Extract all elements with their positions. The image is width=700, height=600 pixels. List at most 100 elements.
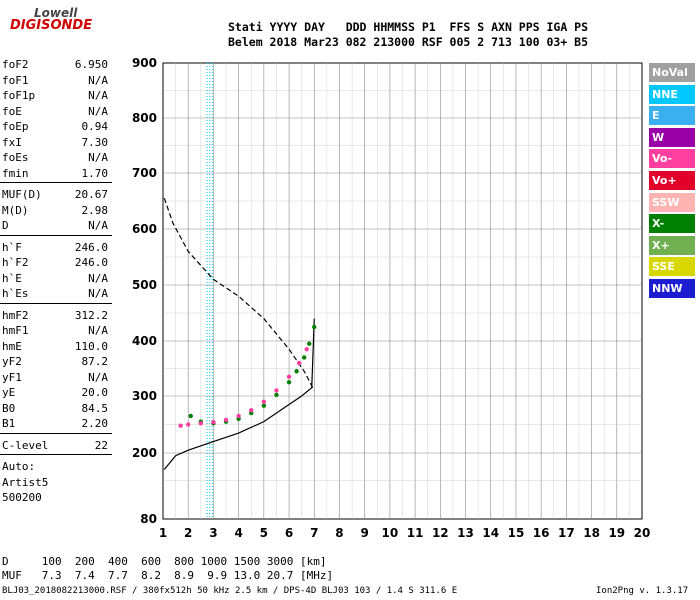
auto-info-line: 500200 <box>2 491 42 504</box>
y-tick-label: 600 <box>132 222 157 236</box>
trace-point-x <box>261 403 267 408</box>
param-name: MUF(D) <box>2 188 42 201</box>
auto-info-line: Auto: <box>2 460 36 473</box>
x-tick-label: 12 <box>432 526 449 540</box>
param-value: 246.0 <box>74 256 108 269</box>
param-fof2: foF2 6.950 <box>2 58 108 71</box>
param-name: hmE <box>2 339 22 353</box>
param-name: foF1p <box>2 89 36 102</box>
y-tick-label: 500 <box>132 278 157 292</box>
trace-point-vo <box>211 420 216 425</box>
y-tick-label: 300 <box>132 389 157 403</box>
trace-point-vo <box>249 408 254 413</box>
legend-item-sse: SSE <box>649 257 695 277</box>
param-he: h`E N/A <box>2 272 108 285</box>
x-tick-label: 1 <box>159 526 167 540</box>
param-yf1: yF1 N/A <box>2 371 108 384</box>
x-tick-label: 7 <box>310 526 318 540</box>
param-value: 87.2 <box>81 355 109 368</box>
param-value: 0.94 <box>81 120 109 133</box>
param-value: N/A <box>88 324 108 337</box>
param-foes: foEs N/A <box>2 151 108 164</box>
y-tick-label: 900 <box>132 56 157 70</box>
x-tick-label: 4 <box>234 526 242 540</box>
param-value: 2.98 <box>81 203 109 217</box>
param-value: N/A <box>88 370 108 384</box>
param-value: N/A <box>88 89 108 102</box>
trace-point-vo <box>198 421 204 426</box>
param-fof1: foF1 N/A <box>2 74 108 87</box>
trace-point-x <box>312 324 317 330</box>
param-hf2: h`F2 246.0 <box>2 256 108 269</box>
param-b0: B0 84.5 <box>2 402 108 415</box>
param-name: foEs <box>2 151 29 164</box>
param-name: B1 <box>2 417 16 430</box>
legend-item-nnw: NNW <box>649 279 695 298</box>
param-name: M(D) <box>2 203 29 217</box>
param-name: yF1 <box>2 370 22 384</box>
param-hmf2: hmF2 312.2 <box>2 309 108 322</box>
x-tick-label: 16 <box>533 526 550 540</box>
param-name: hmF1 <box>2 324 29 337</box>
x-tick-label: 18 <box>583 526 600 540</box>
param-name: hmF2 <box>2 308 29 322</box>
param-hes: h`Es N/A <box>2 287 108 300</box>
trace-point-x <box>307 341 312 346</box>
y-tick-label: 800 <box>132 111 157 125</box>
param-name: B0 <box>2 401 16 415</box>
x-tick-label: 9 <box>361 526 369 540</box>
header-values: Belem 2018 Mar23 082 213000 RSF 005 2 71… <box>228 35 589 49</box>
param-yf2: yF2 87.2 <box>2 355 108 368</box>
param-fxi: fxI 7.30 <box>2 136 108 149</box>
header-labels: Stati YYYY DAY DDD HHMMSS P1 FFS S AXN P… <box>228 20 589 34</box>
legend-item-e: E <box>649 106 695 126</box>
param-name: h`Es <box>2 287 29 300</box>
trace-point-x <box>301 355 307 360</box>
param-ye: yE 20.0 <box>2 386 108 399</box>
trace-point-vo <box>296 360 302 366</box>
auto-info-line: Artist5 <box>2 475 49 489</box>
trace-point-vo <box>186 422 191 427</box>
logo-digisonde: DIGISONDE <box>10 18 93 33</box>
param-name: D <box>2 219 9 232</box>
x-tick-label: 19 <box>608 526 625 540</box>
footer-distance-row: D 100 200 400 600 800 1000 1500 3000 [km… <box>2 555 327 568</box>
x-tick-label: 11 <box>407 526 424 540</box>
param-value: 2.20 <box>81 417 109 430</box>
legend-item-vo: Vo+ <box>649 171 695 190</box>
x-tick-label: 17 <box>558 526 575 540</box>
trace-point-vo <box>236 413 241 419</box>
param-name: foF1 <box>2 73 29 87</box>
trace-point-x <box>286 380 292 385</box>
param-fmin: fmin 1.70 <box>2 167 108 180</box>
param-value: N/A <box>88 271 108 285</box>
param-value: 84.5 <box>81 401 109 415</box>
param-c-level: C-level 22 <box>2 439 108 452</box>
logo-lowell: Lowell <box>34 6 78 20</box>
footer-muf-row: MUF 7.3 7.4 7.7 8.2 8.9 9.9 13.0 20.7 [M… <box>2 569 334 582</box>
trace-point-vo <box>304 347 309 352</box>
legend-item-w: W <box>649 127 695 147</box>
param-foe: foE N/A <box>2 105 108 118</box>
trace-point-x <box>274 392 279 398</box>
param-value: 312.2 <box>74 308 108 322</box>
param-name: foEp <box>2 120 29 133</box>
param-value: 22 <box>94 438 108 452</box>
legend-item-ssw: SSW <box>649 192 695 212</box>
x-tick-label: 20 <box>634 526 651 540</box>
trace-point-x <box>188 413 193 419</box>
trace-point-x <box>294 369 299 374</box>
trace-point-vo <box>261 399 267 404</box>
param-value: 110.0 <box>74 339 108 353</box>
x-tick-label: 13 <box>457 526 474 540</box>
param-name: yF2 <box>2 355 22 368</box>
param-name: fmin <box>2 166 29 180</box>
footer-info-left: BLJ03_2018082213000.RSF / 380fx512h 50 k… <box>2 586 458 596</box>
x-tick-label: 3 <box>209 526 217 540</box>
param-value: N/A <box>88 104 108 118</box>
trace-point-vo <box>286 374 292 379</box>
x-tick-label: 6 <box>285 526 293 540</box>
legend-item-vo: Vo- <box>649 149 695 169</box>
param-value: N/A <box>88 151 108 164</box>
